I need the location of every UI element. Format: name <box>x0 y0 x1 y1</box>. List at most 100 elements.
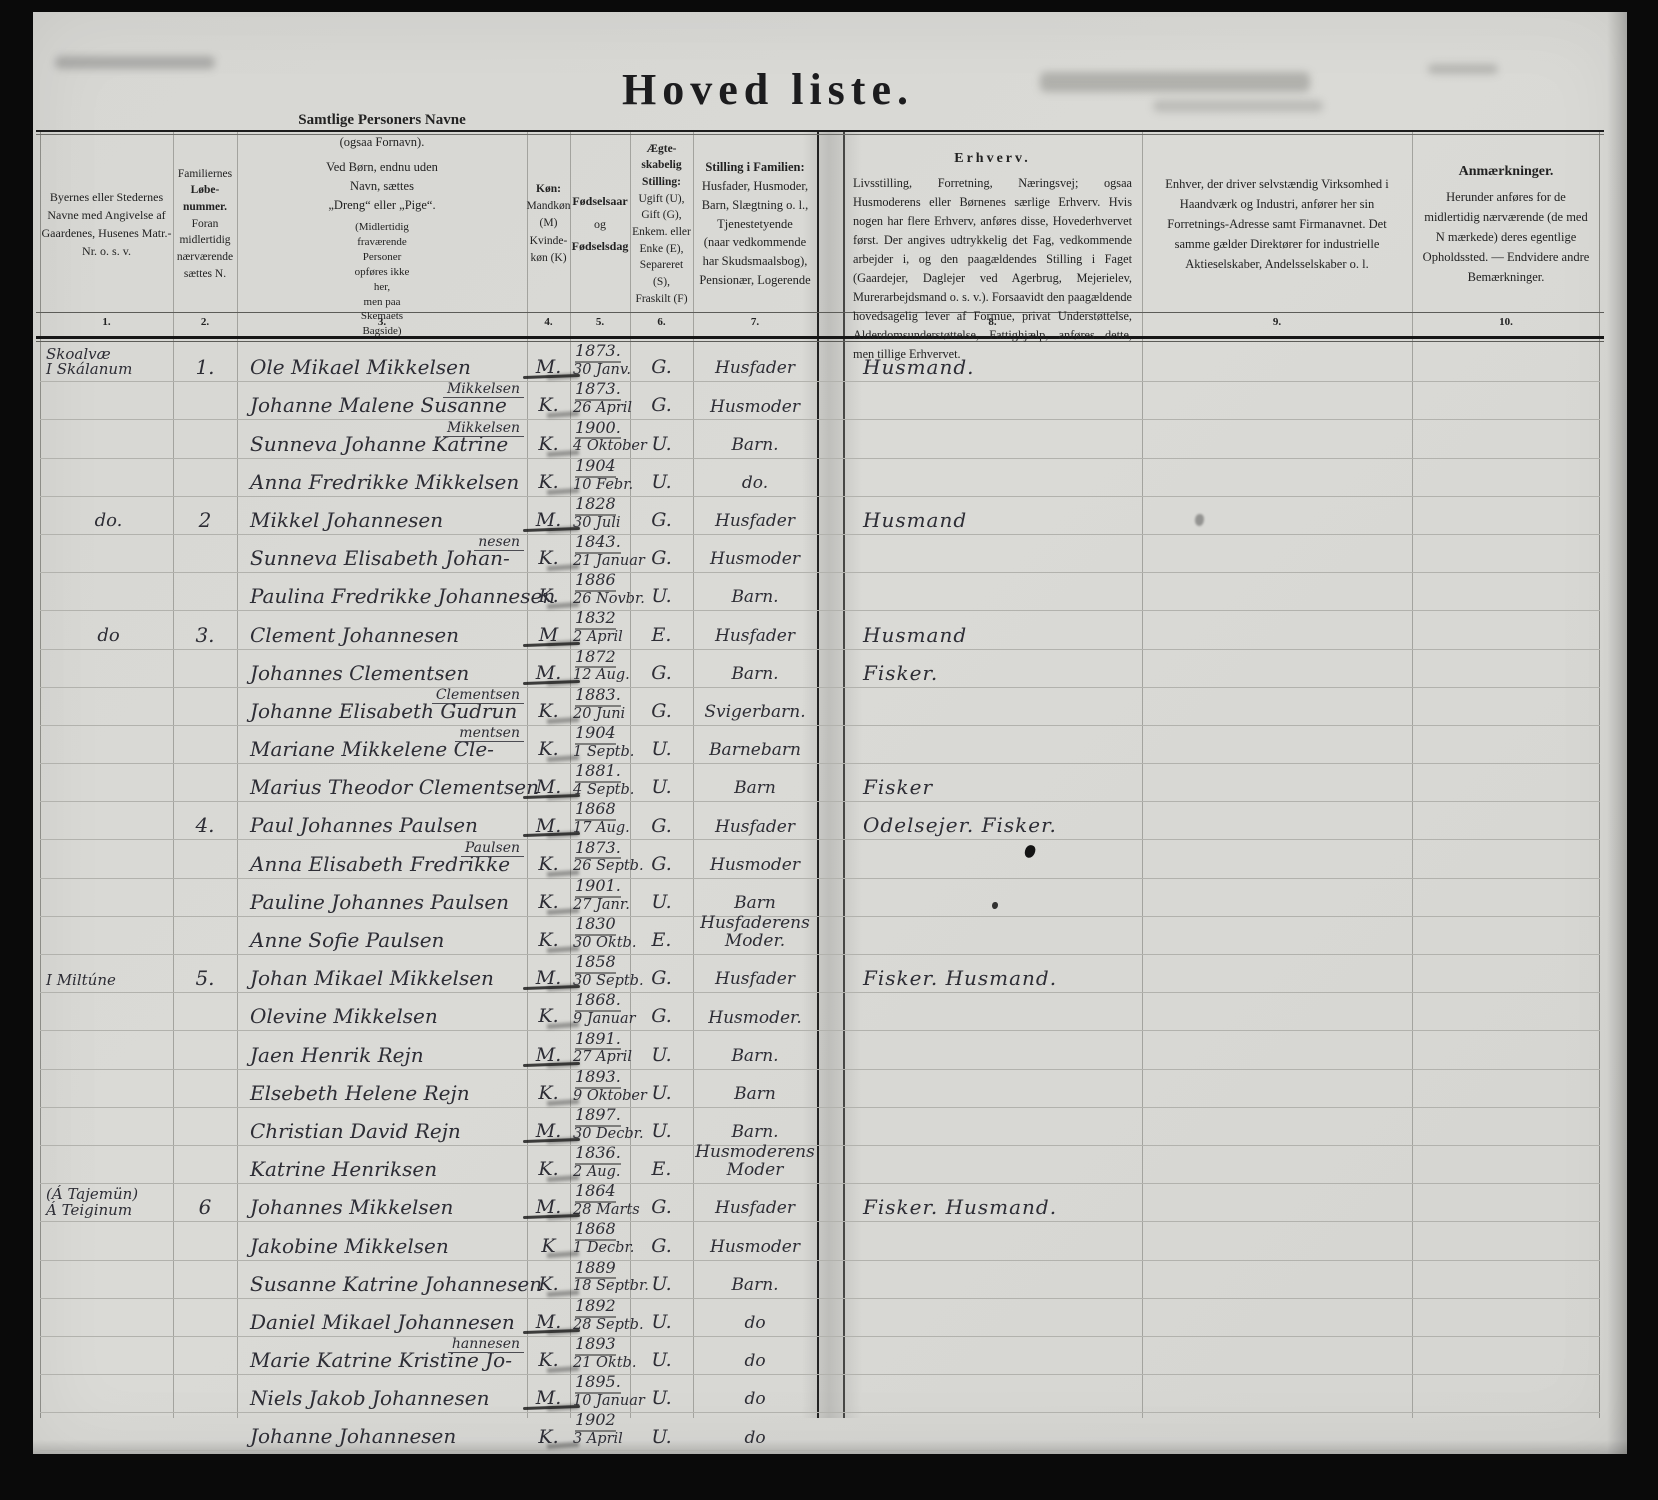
birthdate-cell: 1868 17 Aug. <box>573 801 645 839</box>
birthdate-cell: 1886 26 Novbr. <box>573 571 645 610</box>
name-cell: hannesen Marie Katrine Kristine Jo- <box>250 1337 530 1374</box>
birth-year: 1830 <box>575 915 616 936</box>
table-top-rule-thin <box>36 134 1604 135</box>
birth-day: 4 Oktober <box>573 438 647 455</box>
birth-year: 1868 <box>575 801 616 822</box>
family-position-cell: Barn. <box>731 1274 779 1295</box>
civil-status-cell: U. <box>651 1272 672 1295</box>
family-position-cell: Barn. <box>731 587 779 608</box>
birthdate-cell: 1873. 26 April <box>573 381 645 419</box>
person-name: Marie Katrine Kristine Jo- <box>250 1348 512 1373</box>
civil-status-cell: G. <box>651 356 672 379</box>
sex-cell: M. <box>527 1121 570 1145</box>
birth-year: 1858 <box>575 953 616 974</box>
birth-day: 30 Decbr. <box>573 1125 644 1142</box>
birth-day: 27 April <box>573 1049 633 1066</box>
birth-year: 1886 <box>575 571 616 593</box>
header-col-names: Samtlige Personers Navne (ogsaa Fornavn)… <box>298 111 466 338</box>
census-row: Christian David Rejn M. 1897. 30 Decbr. … <box>40 1106 1600 1146</box>
name-cell: Paul Johannes Paulsen <box>250 815 530 839</box>
sex-cell: M. <box>527 968 570 992</box>
birthdate-cell: 1881. 4 Septb. <box>573 762 645 801</box>
census-row: Jakobine Mikkelsen K 1868 1 Decbr. G. Hu… <box>40 1221 1600 1261</box>
column-number: 3. <box>377 316 387 328</box>
birth-year: 1868 <box>575 1221 616 1242</box>
census-row: nesen Sunneva Elisabeth Johan- K. 1843. … <box>40 533 1600 574</box>
place-cell: (Á Tajemün) Á Teiginum <box>46 1184 139 1219</box>
birthdate-cell: 1897. 30 Decbr. <box>573 1106 645 1145</box>
family-number-cell: 5. <box>195 966 215 991</box>
header-bottom-rule <box>36 312 1604 313</box>
birth-year: 1893. <box>575 1068 621 1089</box>
place-cell: do <box>97 624 120 646</box>
sex-cell: K. <box>538 1081 559 1104</box>
birth-day: 30 Janv. <box>573 361 631 378</box>
sex-cell: K. <box>538 1349 559 1372</box>
birthdate-cell: 1873. 26 Septb. <box>573 839 645 878</box>
family-position-cell: do. <box>741 472 769 493</box>
sex-cell: M. <box>527 663 570 687</box>
birthdate-cell: 1883. 20 Juni <box>573 686 645 725</box>
family-position-cell: Husmoder <box>710 549 800 570</box>
name-cell: Susanne Katrine Johannesen <box>250 1273 542 1298</box>
civil-status-cell: G. <box>651 814 672 837</box>
family-position-cell: Husmoder <box>710 1236 800 1257</box>
birth-year: 1902 <box>575 1412 616 1433</box>
census-row: Niels Jakob Johannesen M. 1895. 10 Janua… <box>40 1373 1600 1414</box>
person-name: Johannes Mikkelsen <box>250 1195 454 1220</box>
birthdate-cell: 1889 18 Septbr. <box>573 1259 649 1298</box>
civil-status-cell: G. <box>651 394 672 417</box>
birth-day: 27 Janr. <box>573 896 630 913</box>
census-row: Susanne Katrine Johannesen K. 1889 18 Se… <box>40 1259 1600 1299</box>
birthdate-cell: 1832 2 April <box>573 610 645 648</box>
column-number: 5. <box>595 316 605 328</box>
name-cell: Mikkelsen Johanne Malene Susanne <box>250 382 530 419</box>
census-row: mentsen Mariane Mikkelene Cle- K. 1904 1… <box>40 724 1600 765</box>
name-overflow-above: mentsen <box>455 726 524 743</box>
census-row: Mikkelsen Johanne Malene Susanne K. 1873… <box>40 381 1600 421</box>
family-number-cell: 1. <box>195 355 215 380</box>
census-row: (Á Tajemün) Á Teiginum 6 Johannes Mikkel… <box>40 1182 1600 1223</box>
birth-year: 1836. <box>575 1144 621 1165</box>
place-cell: do. <box>94 510 123 532</box>
birth-day: 1 Septb. <box>573 743 635 760</box>
birth-year: 1883. <box>575 686 621 707</box>
civil-status-cell: U. <box>651 1043 672 1066</box>
header-col-family-number: Familiernes Løbe- nummer. Foran midlerti… <box>176 167 234 280</box>
birth-day: 10 Januar <box>573 1393 645 1410</box>
body-top-rule-thin <box>36 341 1604 342</box>
family-position-cell: Husfader <box>715 625 795 646</box>
person-name: Daniel Mikael Johannesen <box>250 1309 515 1334</box>
sex-cell: K. <box>538 394 559 417</box>
birth-day: 17 Aug. <box>573 820 630 837</box>
civil-status-cell: U. <box>651 585 672 608</box>
census-row: Olevine Mikkelsen K. 1868. 9 Januar G. H… <box>40 992 1600 1032</box>
civil-status-cell: U. <box>651 776 672 799</box>
name-cell: Jakobine Mikkelsen <box>250 1235 530 1260</box>
ink-blot <box>992 902 998 909</box>
birth-day: 30 Juli <box>573 514 621 531</box>
name-cell: Johanne Johannesen <box>250 1426 530 1450</box>
birth-year: 1873. <box>575 839 621 860</box>
family-position-cell: Barn <box>734 1083 776 1104</box>
family-position-cell: Husfader <box>715 358 795 379</box>
civil-status-cell: G. <box>651 509 672 531</box>
civil-status-cell: U. <box>651 890 672 913</box>
birth-day: 28 Septb. <box>573 1316 644 1333</box>
name-cell: Clementsen Johanne Elisabeth Gudrun <box>250 688 530 725</box>
family-position-cell: Husmoder <box>710 396 800 417</box>
family-position-cell: Barn <box>734 892 776 913</box>
census-row: Johannes Clementsen M. 1872 12 Aug. G. B… <box>40 648 1600 688</box>
name-cell: Daniel Mikael Johannesen <box>250 1309 530 1336</box>
name-cell: Clement Johannesen <box>250 624 530 649</box>
column-number: 10. <box>1499 316 1513 328</box>
birth-day: 9 Oktober <box>573 1087 647 1104</box>
birth-day: 2 April <box>573 629 623 646</box>
civil-status-cell: E. <box>651 929 672 952</box>
family-number-cell: 4. <box>195 813 215 838</box>
scan-border-left <box>0 0 33 1500</box>
census-row: Katrine Henriksen K. 1836. 2 Aug. E. Hus… <box>40 1144 1600 1185</box>
census-row: Jaen Henrik Rejn M. 1891. 27 April U. Ba… <box>40 1030 1600 1070</box>
census-row: I Miltúne 5. Johan Mikael Mikkelsen M. 1… <box>40 953 1600 994</box>
